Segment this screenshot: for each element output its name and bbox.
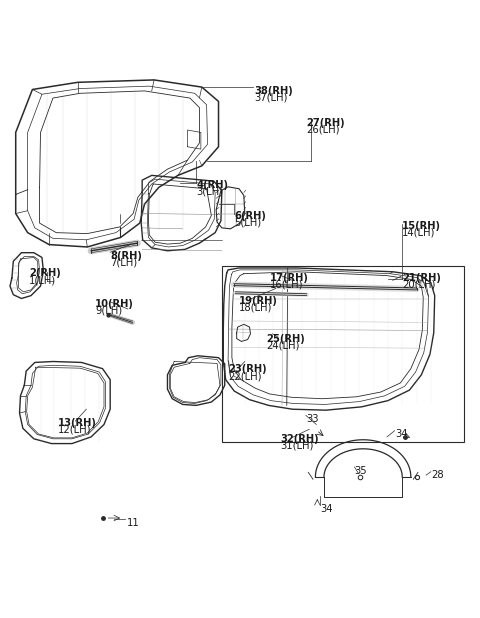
Text: 23(RH): 23(RH): [228, 365, 267, 375]
Text: 16(LH): 16(LH): [270, 279, 303, 289]
Text: 13(RH): 13(RH): [58, 418, 96, 428]
Text: 34: 34: [320, 504, 333, 514]
Text: 34: 34: [396, 430, 408, 439]
Text: 18(LH): 18(LH): [239, 303, 273, 313]
Text: 3(LH): 3(LH): [196, 187, 223, 197]
Text: 12(LH): 12(LH): [58, 425, 91, 434]
Text: 2(RH): 2(RH): [29, 268, 61, 279]
Text: 37(LH): 37(LH): [254, 92, 288, 103]
Text: 32(RH): 32(RH): [281, 434, 319, 444]
Bar: [222, 266, 464, 442]
Text: 19(RH): 19(RH): [239, 296, 278, 306]
Text: 8(RH): 8(RH): [110, 251, 142, 261]
Text: 17(RH): 17(RH): [270, 273, 309, 282]
Text: 1(LH): 1(LH): [29, 275, 56, 285]
Text: 24(LH): 24(LH): [267, 341, 300, 350]
Text: 35: 35: [355, 465, 367, 475]
Text: 27(RH): 27(RH): [306, 118, 345, 128]
Text: 5(LH): 5(LH): [234, 218, 262, 227]
Text: 4(RH): 4(RH): [196, 180, 228, 190]
Text: 15(RH): 15(RH): [402, 221, 441, 231]
Text: 20(LH): 20(LH): [402, 279, 436, 289]
Text: 33: 33: [306, 414, 318, 424]
Text: 22(LH): 22(LH): [228, 371, 262, 381]
Text: 25(RH): 25(RH): [267, 334, 305, 344]
Text: 26(LH): 26(LH): [306, 125, 339, 135]
Text: 7(LH): 7(LH): [110, 258, 137, 268]
Text: 28: 28: [431, 470, 444, 480]
Text: 38(RH): 38(RH): [254, 86, 293, 96]
Text: 10(RH): 10(RH): [95, 298, 134, 308]
Text: 21(RH): 21(RH): [402, 273, 441, 282]
Text: 6(RH): 6(RH): [234, 211, 266, 221]
Text: 14(LH): 14(LH): [402, 227, 436, 237]
Text: 11: 11: [127, 518, 140, 528]
Text: 9(LH): 9(LH): [95, 305, 122, 315]
Text: 31(LH): 31(LH): [281, 441, 314, 451]
